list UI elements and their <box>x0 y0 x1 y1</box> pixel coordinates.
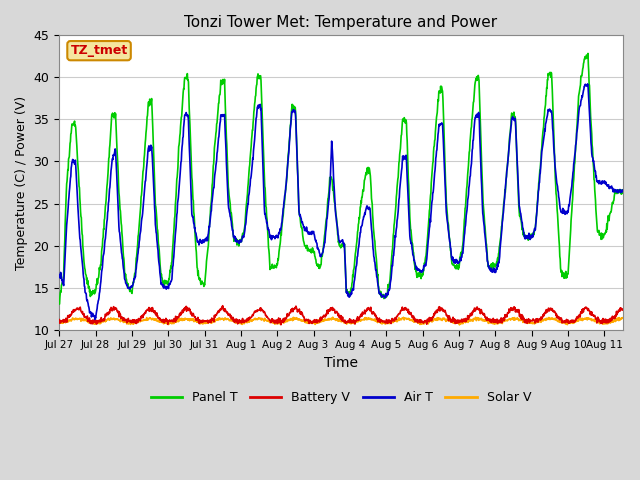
Panel T <box>294 186 302 192</box>
Panel T <box>99 236 107 242</box>
Air T <box>584 81 591 87</box>
X-axis label: Time: Time <box>324 356 358 370</box>
Air T <box>307 229 314 235</box>
Air T <box>376 290 384 296</box>
Battery V <box>99 317 107 323</box>
Legend: Panel T, Battery V, Air T, Solar V: Panel T, Battery V, Air T, Solar V <box>146 386 536 409</box>
Line: Panel T: Panel T <box>59 53 623 304</box>
Line: Solar V: Solar V <box>59 317 623 325</box>
Solar V <box>619 315 627 321</box>
Battery V <box>55 317 63 323</box>
Battery V <box>122 317 129 323</box>
Solar V <box>306 320 314 326</box>
Line: Air T: Air T <box>59 84 623 320</box>
Battery V <box>317 314 324 320</box>
Battery V <box>377 317 385 323</box>
Panel T <box>316 262 324 268</box>
Panel T <box>122 271 129 277</box>
Solar V <box>316 319 324 325</box>
Battery V <box>619 306 627 312</box>
Panel T <box>55 301 63 307</box>
Air T <box>619 187 627 193</box>
Line: Battery V: Battery V <box>59 306 623 325</box>
Solar V <box>329 314 337 320</box>
Solar V <box>456 322 463 328</box>
Battery V <box>277 322 285 328</box>
Air T <box>122 280 130 286</box>
Battery V <box>295 308 303 314</box>
Text: TZ_tmet: TZ_tmet <box>70 44 127 57</box>
Air T <box>99 253 107 259</box>
Panel T <box>306 248 314 254</box>
Air T <box>317 254 324 260</box>
Title: Tonzi Tower Met: Temperature and Power: Tonzi Tower Met: Temperature and Power <box>184 15 497 30</box>
Solar V <box>55 319 63 325</box>
Solar V <box>99 318 107 324</box>
Air T <box>91 317 99 323</box>
Solar V <box>122 319 129 324</box>
Battery V <box>307 319 314 325</box>
Panel T <box>584 50 592 56</box>
Air T <box>295 196 303 202</box>
Solar V <box>376 318 384 324</box>
Y-axis label: Temperature (C) / Power (V): Temperature (C) / Power (V) <box>15 96 28 270</box>
Panel T <box>376 290 383 296</box>
Solar V <box>294 316 302 322</box>
Battery V <box>219 303 227 309</box>
Air T <box>55 273 63 278</box>
Panel T <box>619 188 627 193</box>
